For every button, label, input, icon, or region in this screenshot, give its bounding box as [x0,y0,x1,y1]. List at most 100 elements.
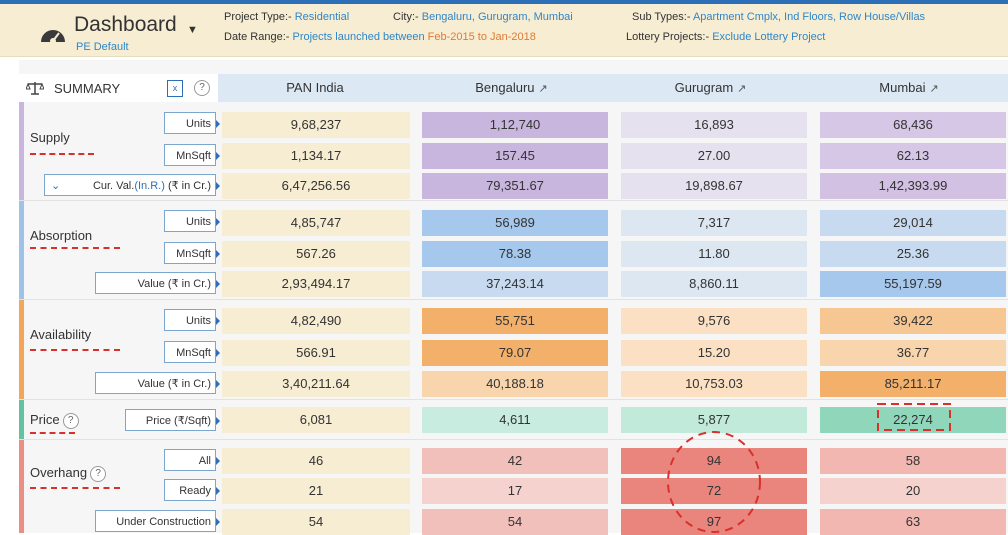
supply-mnsqft-row-cell: 27.00 [621,143,807,169]
scale-icon [26,82,44,95]
absorption-value-row-cell: 2,93,494.17 [222,271,410,297]
absorption-units-row-cell: 4,85,747 [222,210,410,236]
absorption-units-row-cell: 29,014 [820,210,1006,236]
excel-export-icon[interactable]: x [167,80,183,97]
dashboard-preset-link[interactable]: PE Default [76,41,129,53]
column-header-pan-india: PAN India [218,74,412,102]
availability-units-row-cell: 39,422 [820,308,1006,334]
absorption-mnsqft-row-cell: 25.36 [820,241,1006,267]
supply-units-row-cell: 68,436 [820,112,1006,138]
metric-units[interactable]: Units [164,210,220,232]
absorption-units-row-cell: 7,317 [621,210,807,236]
overhang-all-row-cell: 58 [820,448,1006,474]
annotation-circle [667,431,761,533]
row-divider [19,439,1008,440]
overhang-uc-row-cell: 54 [422,509,608,535]
external-link-icon[interactable]: ↗ [929,83,939,95]
availability-mnsqft-row-cell: 15.20 [621,340,807,366]
annotation-underline [30,432,75,434]
supply-units-row-cell: 1,12,740 [422,112,608,138]
subtypes-value[interactable]: Apartment Cmplx, Ind Floors, Row House/V… [692,11,926,23]
annotation-underline [30,153,94,155]
column-header-bengaluru[interactable]: Bengaluru ↗ [412,74,611,102]
metric-value[interactable]: Value (₹ in Cr.) [95,372,220,394]
top-accent-bar [0,0,1008,4]
supply-mnsqft-row-cell: 62.13 [820,143,1006,169]
group-label-availability: Availability [30,327,92,342]
date-prefix[interactable]: Projects launched between [292,31,425,43]
row-divider [19,299,1008,300]
metric-all[interactable]: All [164,449,220,471]
help-icon[interactable]: ? [90,465,107,482]
supply-value-row-cell: 79,351.67 [422,173,608,199]
metric-value[interactable]: Value (₹ in Cr.) [95,272,220,294]
annotation-box [877,403,951,431]
column-header-gurugram[interactable]: Gurugram ↗ [611,74,810,102]
availability-mnsqft-row-cell: 79.07 [422,340,608,366]
lottery-value[interactable]: Exclude Lottery Project [712,31,826,43]
metric-mnsqft[interactable]: MnSqft [164,242,220,264]
row-divider [19,399,1008,400]
supply-mnsqft-row-cell: 1,134.17 [222,143,410,169]
supply-value-row-cell: 19,898.67 [621,173,807,199]
overhang-ready-row-cell: 20 [820,478,1006,504]
metric-mnsqft[interactable]: MnSqft [164,341,220,363]
overhang-uc-row-cell: 63 [820,509,1006,535]
annotation-underline [30,349,120,351]
chevron-down-icon[interactable]: ⌄ [51,180,61,192]
row-divider [19,200,1008,201]
metric-price[interactable]: Price (₹/Sqft) [125,409,220,431]
overhang-ready-row-cell: 21 [222,478,410,504]
overhang-uc-row-cell: 97 [621,509,807,535]
group-label-supply: Supply [30,130,70,145]
currency-unit-link[interactable]: (In.R.) [134,180,165,192]
annotation-underline [30,487,120,489]
price-row-cell: 5,877 [621,407,807,433]
filter-city: City:- Bengaluru, Gurugram, Mumbai [393,11,573,23]
column-header-mumbai[interactable]: Mumbai ↗ [810,74,1008,102]
help-icon[interactable]: ? [194,80,210,96]
project-type-value[interactable]: Residential [294,11,350,23]
price-row-cell: 22,274 [820,407,1006,433]
availability-value-row-cell: 3,40,211.64 [222,371,410,397]
overhang-band [19,440,24,533]
metric-current-value[interactable]: ⌄ Cur. Val.(In.R.) (₹ in Cr.) [44,174,220,196]
filter-date-range: Date Range:- Projects launched between F… [224,31,536,43]
absorption-band [19,201,24,299]
availability-value-row-cell: 10,753.03 [621,371,807,397]
speedometer-icon [41,30,65,44]
supply-band [19,102,24,200]
metric-units[interactable]: Units [164,112,220,134]
date-range-value[interactable]: Feb-2015 to Jan-2018 [427,31,536,43]
absorption-units-row-cell: 56,989 [422,210,608,236]
availability-units-row-cell: 55,751 [422,308,608,334]
overhang-uc-row-cell: 54 [222,509,410,535]
metric-ready[interactable]: Ready [164,479,220,501]
overhang-all-row-cell: 42 [422,448,608,474]
overhang-all-row-cell: 94 [621,448,807,474]
city-value[interactable]: Bengaluru, Gurugram, Mumbai [421,11,573,23]
metric-under-construction[interactable]: Under Construction [95,510,220,532]
overhang-ready-row-cell: 72 [621,478,807,504]
overhang-ready-row-cell: 17 [422,478,608,504]
external-link-icon[interactable]: ↗ [737,83,747,95]
group-label-overhang: Overhang? [30,465,107,482]
help-icon[interactable]: ? [62,412,79,429]
availability-mnsqft-row-cell: 566.91 [222,340,410,366]
annotation-underline [30,247,120,249]
dashboard-title[interactable]: Dashboard [74,13,177,36]
filter-lottery: Lottery Projects:- Exclude Lottery Proje… [626,31,826,43]
supply-mnsqft-row-cell: 157.45 [422,143,608,169]
header-bar: Dashboard ▼ PE Default Project Type:- Re… [0,4,1008,57]
absorption-mnsqft-row-cell: 78.38 [422,241,608,267]
metric-mnsqft[interactable]: MnSqft [164,144,220,166]
supply-units-row-cell: 9,68,237 [222,112,410,138]
external-link-icon[interactable]: ↗ [538,83,548,95]
overhang-all-row-cell: 46 [222,448,410,474]
availability-band [19,300,24,399]
metric-units[interactable]: Units [164,309,220,331]
price-row-cell: 6,081 [222,407,410,433]
price-row-cell: 4,611 [422,407,608,433]
chevron-down-icon[interactable]: ▼ [187,24,198,36]
